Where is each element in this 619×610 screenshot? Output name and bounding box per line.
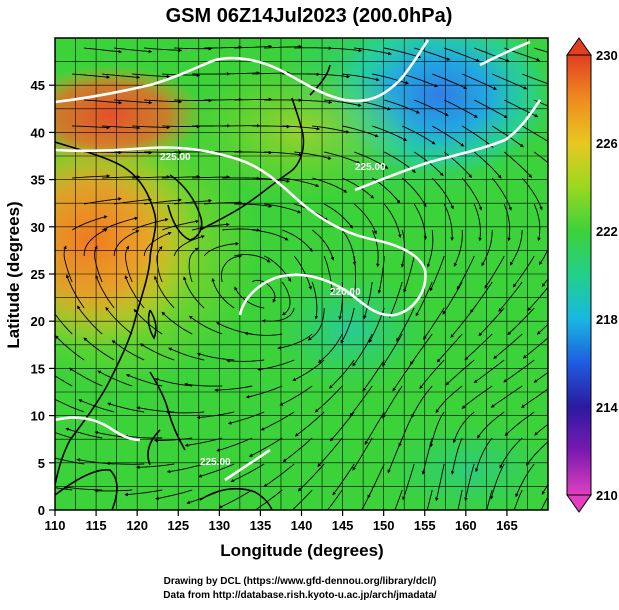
x-tick-label: 140 bbox=[291, 518, 313, 533]
colorbar-label: 226 bbox=[596, 136, 618, 151]
y-tick-label: 25 bbox=[31, 267, 45, 282]
colorbar-label: 210 bbox=[596, 488, 618, 503]
contour-label-4: 225.00 bbox=[200, 457, 231, 468]
credit-line-2: Data from http://database.rish.kyoto-u.a… bbox=[163, 590, 437, 601]
y-tick-label: 5 bbox=[38, 456, 45, 471]
y-axis-label: Latitude (degrees) bbox=[4, 201, 23, 348]
colorbar: 210 214 218 222 226 230 bbox=[567, 38, 618, 512]
colorbar-label: 230 bbox=[596, 48, 618, 63]
y-tick-label: 15 bbox=[31, 361, 45, 376]
x-tick-label: 110 bbox=[45, 518, 66, 533]
colorbar-scale bbox=[567, 55, 591, 495]
y-tick-label: 0 bbox=[38, 503, 45, 518]
y-tick-label: 35 bbox=[31, 173, 45, 188]
x-tick-label: 150 bbox=[373, 518, 395, 533]
colorbar-label: 222 bbox=[596, 224, 618, 239]
colorbar-labels: 210 214 218 222 226 230 bbox=[596, 48, 618, 503]
y-tick-label: 20 bbox=[31, 314, 45, 329]
x-axis-label: Longitude (degrees) bbox=[220, 541, 383, 560]
x-tick-label: 135 bbox=[250, 518, 272, 533]
colorbar-label: 214 bbox=[596, 400, 618, 415]
y-tick-label: 30 bbox=[31, 220, 45, 235]
cyan-patch-south bbox=[380, 420, 560, 520]
x-axis-ticks: 110 115 120 125 130 135 140 145 150 155 160 165 bbox=[45, 510, 518, 533]
contour-label-1: 225.00 bbox=[160, 152, 191, 163]
plot-area: 225.00 225.00 220.00 225.00 bbox=[0, 0, 600, 526]
x-tick-label: 130 bbox=[208, 518, 230, 533]
y-axis-ticks: 0 5 10 15 20 25 30 35 40 45 bbox=[31, 78, 55, 518]
x-tick-label: 165 bbox=[496, 518, 518, 533]
triangle-down-icon bbox=[567, 495, 591, 512]
x-tick-label: 160 bbox=[455, 518, 477, 533]
chart-title: GSM 06Z14Jul2023 (200.0hPa) bbox=[166, 5, 453, 27]
x-tick-label: 145 bbox=[332, 518, 354, 533]
y-tick-label: 10 bbox=[31, 409, 45, 424]
x-tick-label: 115 bbox=[86, 518, 107, 533]
colorbar-label: 218 bbox=[596, 312, 618, 327]
x-tick-label: 125 bbox=[167, 518, 189, 533]
credit-line-1: Drawing by DCL (https://www.gfd-dennou.o… bbox=[164, 576, 437, 587]
x-tick-label: 155 bbox=[414, 518, 436, 533]
contour-label-3: 220.00 bbox=[330, 287, 361, 298]
y-tick-label: 45 bbox=[31, 78, 45, 93]
x-tick-label: 120 bbox=[126, 518, 148, 533]
triangle-up-icon bbox=[567, 38, 591, 55]
y-tick-label: 40 bbox=[31, 125, 45, 140]
contour-label-2: 225.00 bbox=[355, 162, 386, 173]
